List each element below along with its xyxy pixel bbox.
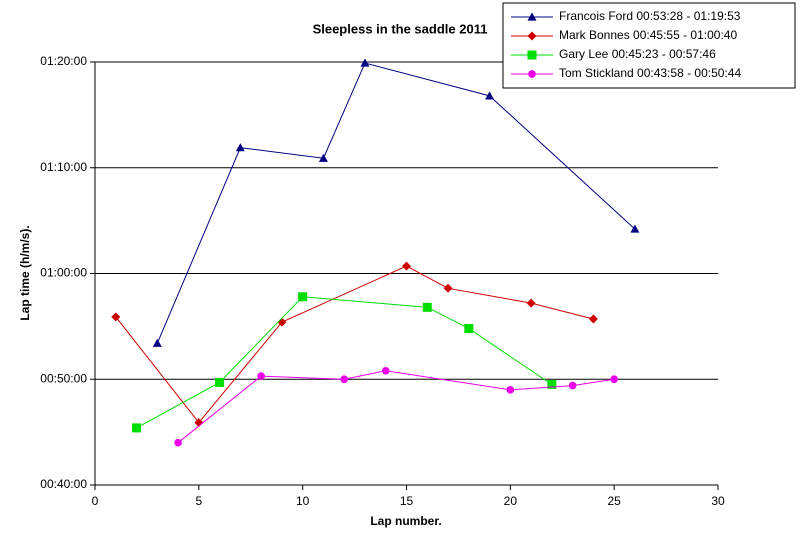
chart-title: Sleepless in the saddle 2011 <box>313 21 488 36</box>
marker <box>526 298 536 308</box>
y-tick-label: 01:10:00 <box>40 160 87 174</box>
marker <box>132 423 142 433</box>
marker <box>235 143 245 152</box>
x-tick-label: 15 <box>400 494 414 508</box>
x-tick-label: 0 <box>92 494 99 508</box>
marker <box>152 338 162 347</box>
x-tick-label: 25 <box>607 494 621 508</box>
marker <box>588 314 598 324</box>
y-axis-title: Lap time (h/m/s). <box>18 225 32 320</box>
marker <box>547 380 557 390</box>
marker <box>215 377 225 387</box>
legend: Francois Ford 00:53:28 - 01:19:53 Mark Bo… <box>502 2 796 89</box>
marker <box>257 372 265 380</box>
legend-label: Gary Lee 00:45:23 - 00:57:46 <box>559 47 716 61</box>
x-tick-label: 20 <box>504 494 518 508</box>
marker <box>443 283 453 293</box>
y-tick-label: 00:40:00 <box>40 477 87 491</box>
x-tick-label: 30 <box>711 494 725 508</box>
x-tick-label: 5 <box>195 494 202 508</box>
marker <box>381 366 390 375</box>
y-tick-label: 01:00:00 <box>40 266 87 280</box>
marker <box>111 312 121 322</box>
series-line <box>136 296 553 429</box>
legend-label: Mark Bonnes 00:45:55 - 01:00:40 <box>559 28 737 42</box>
series-line <box>115 265 594 424</box>
marker <box>422 302 432 312</box>
marker <box>568 381 577 390</box>
marker <box>528 70 536 78</box>
marker <box>464 323 474 333</box>
marker <box>360 58 370 67</box>
marker <box>318 153 328 162</box>
marker <box>485 91 495 100</box>
marker <box>527 31 537 41</box>
marker <box>610 375 618 384</box>
x-axis-title: Lap number. <box>370 514 441 528</box>
marker <box>527 50 537 60</box>
marker <box>527 12 537 21</box>
series-line <box>156 62 636 344</box>
marker <box>402 261 411 271</box>
marker <box>630 224 640 233</box>
x-tick-label: 10 <box>296 494 310 508</box>
legend-label: Tom Stickland 00:43:58 - 00:50:44 <box>559 66 741 80</box>
marker <box>298 292 308 302</box>
y-tick-label: 01:20:00 <box>40 54 87 68</box>
marker <box>340 375 349 384</box>
marker <box>174 438 182 447</box>
marker <box>506 386 515 394</box>
legend-label: Francois Ford 00:53:28 - 01:19:53 <box>559 9 741 23</box>
y-tick-label: 00:50:00 <box>40 371 87 385</box>
